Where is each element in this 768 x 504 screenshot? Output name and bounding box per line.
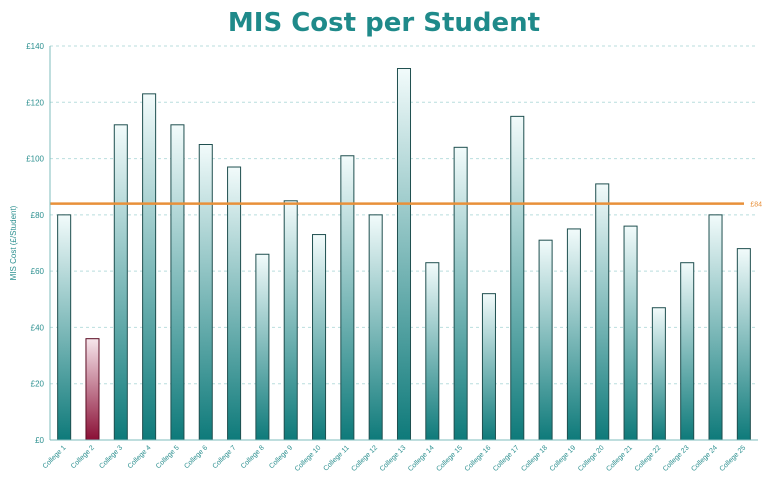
x-tick-label: College 14 [407, 444, 436, 473]
x-tick-label: College 21 [605, 444, 634, 473]
bar-college-20 [595, 183, 610, 441]
x-tick-label: College 13 [379, 444, 408, 473]
bar-college-2 [85, 338, 100, 441]
x-tick-label: College 17 [492, 444, 521, 473]
bar-college-16 [481, 293, 496, 441]
y-axis-label: MIS Cost (£/Student) [9, 205, 18, 280]
bar-college-12 [368, 214, 383, 441]
bar-college-19 [566, 228, 581, 441]
y-tick-label: £120 [26, 98, 44, 107]
x-tick-label: College 9 [268, 444, 294, 470]
bar-college-18 [538, 239, 553, 441]
x-tick-label: College 24 [690, 444, 719, 473]
bar-college-5 [170, 124, 185, 441]
chart-title: MIS Cost per Student [227, 8, 541, 38]
y-tick-label: £60 [31, 267, 45, 276]
bar-college-21 [623, 225, 638, 441]
bar-college-11 [340, 155, 355, 441]
x-tick-label: College 3 [98, 444, 124, 470]
bar-college-3 [113, 124, 128, 441]
y-tick-label: £140 [26, 42, 44, 51]
x-tick-label: College 1 [42, 444, 68, 470]
bar-college-14 [425, 262, 440, 441]
bar-college-10 [312, 234, 327, 441]
x-tick-label: College 6 [183, 444, 209, 470]
y-tick-label: £80 [31, 211, 45, 220]
bar-college-15 [453, 146, 468, 441]
bar-college-9 [283, 200, 298, 441]
bar-college-13 [396, 68, 412, 441]
bar-college-8 [255, 253, 270, 441]
bar-college-6 [198, 144, 213, 441]
x-tick-label: College 2 [70, 444, 96, 470]
x-tick-label: College 19 [549, 444, 578, 473]
x-tick-label: College 20 [577, 444, 606, 473]
bar-college-24 [708, 214, 723, 441]
y-tick-label: £0 [35, 436, 44, 445]
bar-college-7 [227, 166, 242, 441]
x-tick-label: College 18 [520, 444, 549, 473]
bar-college-17 [510, 115, 525, 441]
x-tick-label: College 10 [294, 444, 323, 473]
x-tick-label: College 15 [435, 444, 464, 473]
x-tick-label: College 5 [155, 444, 181, 470]
y-tick-label: £100 [26, 155, 44, 164]
x-tick-label: College 25 [719, 444, 748, 473]
x-tick-label: College 11 [323, 444, 351, 472]
y-tick-label: £40 [31, 323, 45, 332]
reference-line-label: £84 [750, 202, 762, 209]
x-tick-label: College 23 [662, 444, 691, 473]
bars-layer [57, 68, 751, 441]
reference-layer: £84 [50, 202, 762, 209]
bar-college-1 [57, 214, 72, 441]
bar-college-22 [651, 307, 666, 441]
y-tick-label: £20 [31, 380, 45, 389]
x-tick-label: College 8 [240, 444, 266, 470]
bar-college-4 [142, 93, 157, 441]
x-tick-label: College 7 [212, 444, 238, 470]
bar-college-23 [680, 262, 695, 441]
bar-college-25 [736, 248, 751, 441]
x-tick-label: College 22 [634, 444, 663, 473]
x-tick-label: College 12 [350, 444, 379, 473]
x-tick-label: College 16 [464, 444, 493, 473]
x-tick-label: College 4 [127, 444, 153, 470]
